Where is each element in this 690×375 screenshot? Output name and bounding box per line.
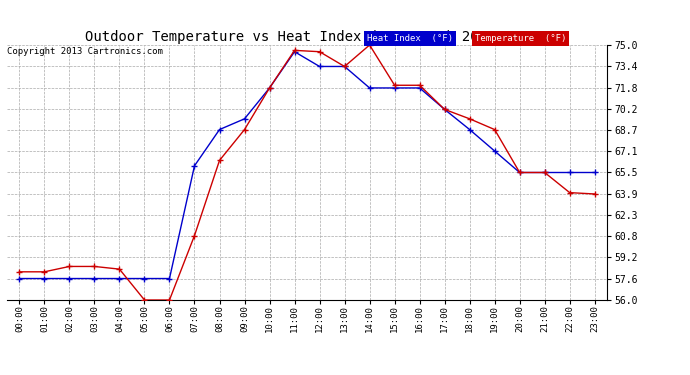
Title: Outdoor Temperature vs Heat Index (24 Hours) 20130730: Outdoor Temperature vs Heat Index (24 Ho… [85, 30, 529, 44]
Text: Heat Index  (°F): Heat Index (°F) [367, 34, 453, 43]
Text: Copyright 2013 Cartronics.com: Copyright 2013 Cartronics.com [7, 47, 163, 56]
Text: Temperature  (°F): Temperature (°F) [475, 34, 566, 43]
